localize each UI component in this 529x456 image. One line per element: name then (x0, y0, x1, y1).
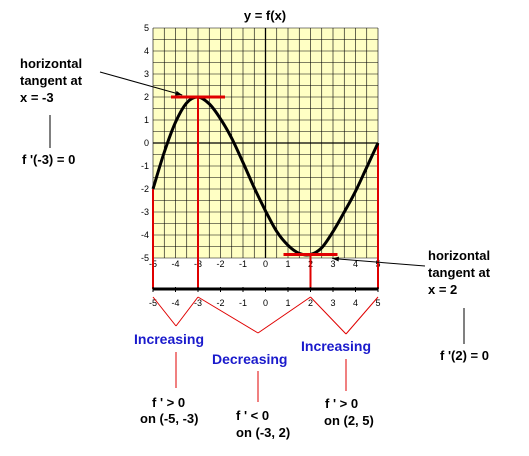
number-line-tick-label: 3 (330, 298, 335, 308)
x-tick-label: 1 (285, 259, 290, 269)
interval-range-right: on (2, 5) (324, 413, 374, 428)
interval-decreasing: Decreasing f ' < 0 on (-3, 2) (212, 351, 290, 440)
number-line-tick-label: 0 (263, 298, 268, 308)
interval-increasing-right: Increasing f ' > 0 on (2, 5) (301, 338, 374, 428)
number-line-tick-label: 5 (375, 298, 380, 308)
x-tick-label: 3 (330, 259, 335, 269)
right-tangent-arrow (332, 258, 426, 267)
number-line-tick-label: 4 (353, 298, 358, 308)
axes (153, 28, 378, 258)
x-tick-label: 0 (263, 259, 268, 269)
interval-range-left: on (-5, -3) (140, 411, 199, 426)
y-tick-label: -1 (141, 161, 149, 171)
interval-bracket (345, 296, 379, 335)
number-line-tick-label: 1 (285, 298, 290, 308)
number-line-tick-label: -3 (194, 298, 202, 308)
y-tick-label: -3 (141, 207, 149, 217)
annotation-arrows (49, 71, 465, 344)
guide-lines (152, 97, 379, 289)
left-tangent-arrow-head (175, 90, 183, 96)
left-tangent-line1: horizontal (20, 56, 82, 71)
left-tangent-line2: tangent at (20, 73, 83, 88)
right-tangent-line3: x = 2 (428, 282, 457, 297)
right-tangent-note: horizontal tangent at x = 2 f '(2) = 0 (428, 248, 491, 363)
y-tick-label: 5 (144, 23, 149, 33)
left-derivative-note: f '(-3) = 0 (22, 152, 75, 167)
y-tick-label: -5 (141, 253, 149, 263)
x-tick-label: 4 (353, 259, 358, 269)
left-tangent-line3: x = -3 (20, 90, 54, 105)
y-tick-label: -2 (141, 184, 149, 194)
right-derivative-note: f '(2) = 0 (440, 348, 489, 363)
y-tick-label: 2 (144, 92, 149, 102)
series-line-f (151, 95, 380, 257)
number-line-tick-label: -5 (149, 298, 157, 308)
left-tangent-note: horizontal tangent at x = -3 f '(-3) = 0 (20, 56, 83, 167)
number-line-tick-label: -4 (171, 298, 179, 308)
y-tick-label: 3 (144, 69, 149, 79)
right-tangent-line2: tangent at (428, 265, 491, 280)
y-tick-label: -4 (141, 230, 149, 240)
interval-bracket (310, 296, 347, 335)
number-line-tick-label: -2 (216, 298, 224, 308)
number-line: -5 -4 -3 -2 -1 0 1 2 3 4 5 (149, 287, 381, 402)
number-line-tick-label: -1 (239, 298, 247, 308)
interval-bracket (152, 296, 177, 327)
right-tangent-line1: horizontal (428, 248, 490, 263)
left-tangent-arrow (99, 71, 183, 96)
right-tangent-arrow-head (332, 256, 339, 262)
chart-title: y = f(x) (244, 8, 286, 23)
y-tick-label: 0 (144, 138, 149, 148)
interval-sign-middle: f ' < 0 (236, 408, 269, 423)
interval-sign-left: f ' > 0 (152, 395, 185, 410)
interval-label-increasing-right: Increasing (301, 338, 371, 354)
y-tick-label: 4 (144, 46, 149, 56)
interval-bracket (257, 296, 311, 334)
interval-increasing-left: Increasing f ' > 0 on (-5, -3) (134, 331, 204, 426)
tangent-lines (171, 95, 338, 257)
interval-bracket (175, 296, 199, 327)
x-tick-label: -1 (239, 259, 247, 269)
number-line-tick-label: 2 (308, 298, 313, 308)
interval-label-increasing-left: Increasing (134, 331, 204, 347)
interval-range-middle: on (-3, 2) (236, 425, 290, 440)
interval-bracket (197, 296, 259, 334)
x-tick-label: -2 (216, 259, 224, 269)
y-tick-label: 1 (144, 115, 149, 125)
x-tick-label: -4 (171, 259, 179, 269)
interval-label-decreasing: Decreasing (212, 351, 287, 367)
interval-sign-right: f ' > 0 (325, 396, 358, 411)
